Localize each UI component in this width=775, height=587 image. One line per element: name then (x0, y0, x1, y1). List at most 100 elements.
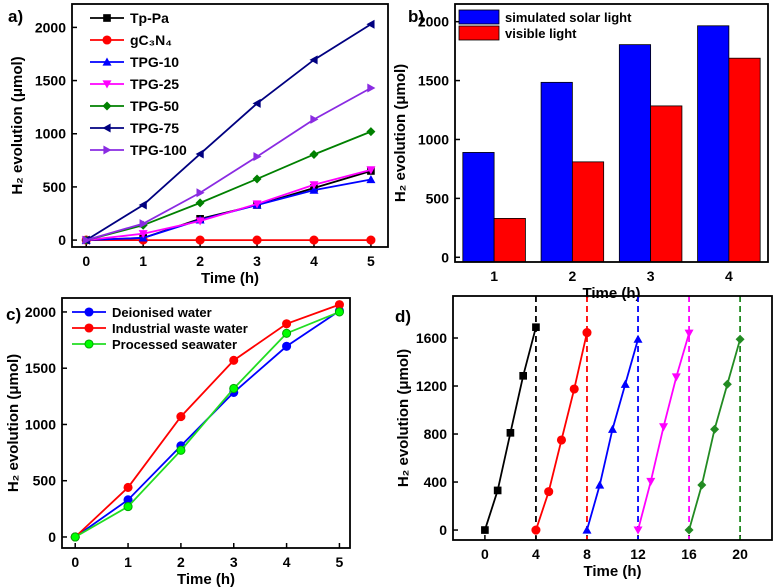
x-axis-label: Time (h) (583, 563, 641, 580)
x-tick-label: 4 (725, 268, 733, 284)
bar-visible-light (571, 161, 605, 263)
data-point (493, 486, 502, 495)
data-point (531, 525, 541, 535)
bar-simulated-solar-light (618, 44, 652, 263)
series-line-0 (484, 326, 537, 531)
series-line-2 (74, 311, 340, 538)
data-point (229, 355, 239, 365)
x-tick-label: 2 (177, 554, 185, 570)
x-tick-label: 0 (481, 546, 489, 562)
data-point (366, 174, 376, 184)
legend-label: TPG-25 (130, 76, 179, 92)
bar-simulated-solar-light (540, 81, 573, 263)
bar-visible-light (650, 105, 683, 263)
panel-label: c) (6, 305, 21, 324)
data-point (139, 219, 148, 229)
y-tick-label: 1500 (25, 360, 56, 376)
data-point (123, 502, 133, 512)
legend-marker (103, 14, 111, 22)
data-point (309, 185, 319, 194)
plot-frame (61, 297, 351, 549)
x-tick-label: 3 (253, 253, 261, 269)
x-axis-label: Time (h) (201, 270, 259, 287)
data-point (595, 480, 605, 489)
x-tick-label: 5 (336, 554, 344, 570)
x-tick-label: 4 (283, 554, 291, 570)
legend-marker (102, 123, 111, 133)
x-tick-label: 20 (732, 546, 748, 562)
data-point (309, 149, 319, 159)
data-point (229, 383, 239, 394)
data-point (282, 341, 292, 351)
data-point (367, 83, 376, 93)
legend-label: Industrial waste water (112, 321, 248, 336)
x-tick-label: 3 (230, 554, 238, 570)
data-point (620, 379, 630, 388)
data-point (646, 477, 656, 486)
y-tick-label: 2000 (25, 304, 56, 320)
data-point (309, 181, 319, 190)
x-tick-label: 0 (82, 253, 90, 269)
series-line-4 (86, 130, 372, 241)
y-tick-label: 2000 (35, 19, 66, 35)
x-axis-label: Time (h) (177, 571, 235, 587)
legend-label: Tp-Pa (130, 10, 169, 26)
legend-label: Processed seawater (112, 337, 237, 352)
legend-label: TPG-100 (130, 142, 187, 158)
data-point (252, 98, 261, 108)
y-tick-label: 1500 (35, 73, 66, 89)
plot-frame (71, 3, 389, 248)
data-point (195, 235, 205, 245)
x-tick-label: 12 (630, 546, 646, 562)
data-point (176, 412, 186, 422)
legend-marker (102, 80, 112, 89)
x-tick-label: 1 (139, 253, 147, 269)
series-line-1 (535, 332, 588, 531)
data-point (282, 328, 292, 338)
y-tick-label: 0 (58, 232, 66, 248)
series-line-6 (85, 87, 372, 241)
y-axis-label: H₂ evolution (μmol) (9, 56, 26, 194)
data-point (366, 127, 376, 137)
panel-d: d) 0 400 800 1200 1600 0 4 8 12 16 20 Time (h) H₂ evo… (395, 295, 773, 580)
y-tick-label: 800 (424, 426, 448, 442)
data-point (366, 235, 376, 245)
y-tick-label: 1500 (418, 73, 449, 89)
legend-label: Deionised water (112, 305, 212, 320)
y-axis-label: H₂ evolution (μmol) (392, 64, 409, 202)
data-point (481, 526, 489, 534)
series-line-5 (85, 23, 372, 241)
x-tick-label: 2 (196, 253, 204, 269)
data-point (506, 428, 515, 437)
data-point (684, 525, 694, 535)
data-point (684, 329, 694, 338)
y-axis-label: H₂ evolution (μmol) (395, 349, 412, 487)
data-point (310, 114, 319, 124)
x-tick-label: 0 (71, 554, 79, 570)
bar-simulated-solar-light (697, 25, 730, 263)
y-axis-label: H₂ evolution (μmol) (5, 354, 22, 492)
data-point (735, 334, 745, 344)
y-tick-label: 2000 (418, 14, 449, 30)
x-tick-label: 16 (681, 546, 697, 562)
data-point (582, 328, 592, 338)
data-point (710, 424, 720, 434)
data-point (252, 235, 262, 245)
data-point (309, 55, 318, 65)
legend-marker (84, 323, 94, 333)
data-point (519, 371, 528, 380)
bar-visible-light (728, 57, 761, 263)
y-tick-label: 500 (426, 190, 450, 206)
series-line-3 (637, 332, 690, 531)
y-tick-label: 1000 (418, 131, 449, 147)
legend-label: TPG-75 (130, 120, 179, 136)
legend-marker (102, 57, 112, 66)
legend-marker (103, 145, 112, 155)
x-tick-label: 3 (647, 268, 655, 284)
series-line-2 (86, 178, 372, 241)
data-point (334, 307, 344, 317)
legend-label: gC₃N₄ (130, 32, 172, 48)
data-point (195, 198, 205, 208)
panel-label: d) (395, 307, 411, 326)
